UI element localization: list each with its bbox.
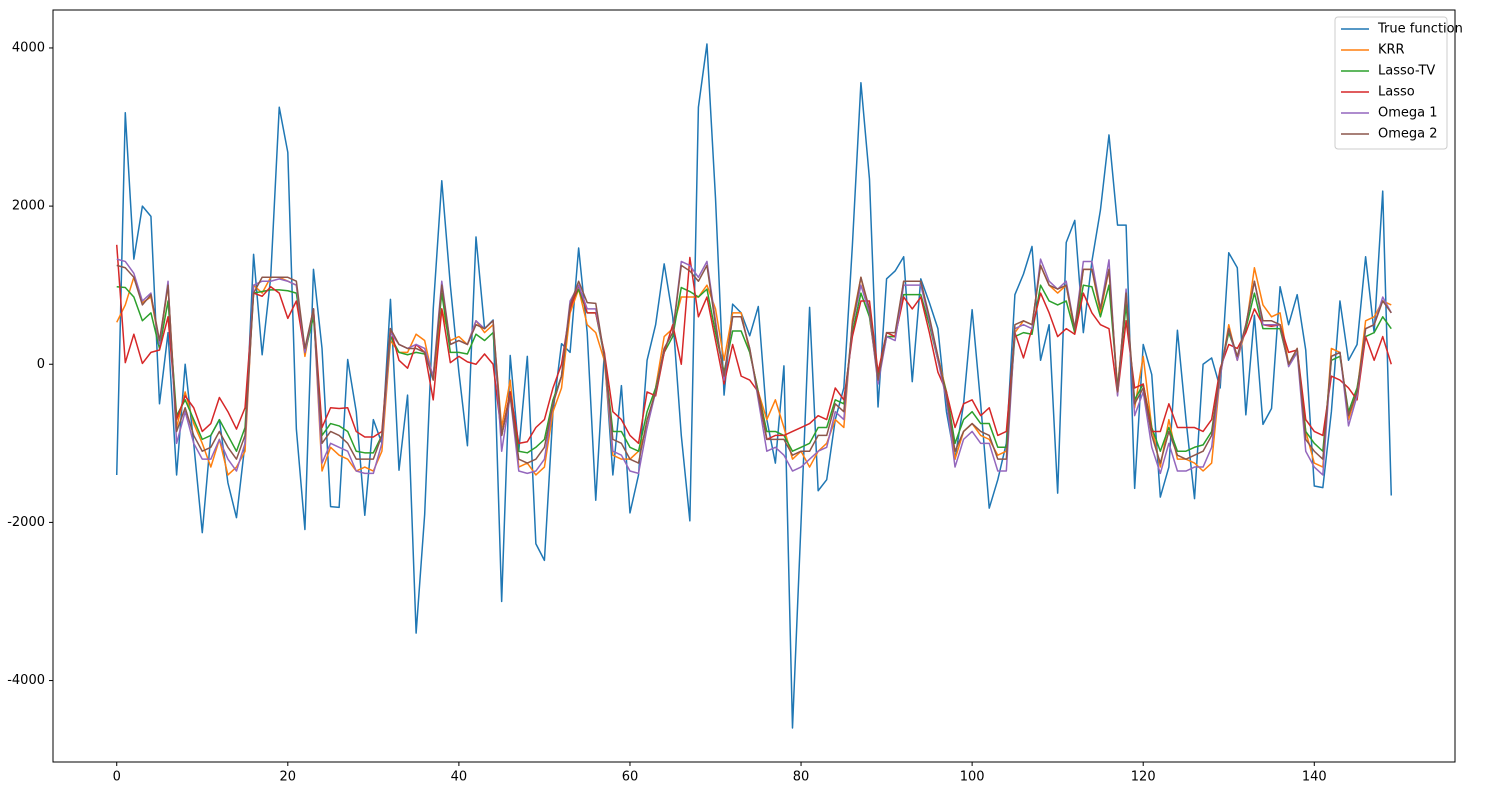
y-tick-label: 2000 [12, 199, 45, 214]
legend-label: Omega 1 [1378, 106, 1438, 121]
y-tick-label: -2000 [7, 515, 45, 530]
x-tick-label: 80 [793, 770, 810, 785]
series-line [115, 244, 1392, 445]
y-tick-label: 4000 [12, 40, 45, 55]
x-tick-label: 120 [1131, 770, 1156, 785]
legend-label: Lasso-TV [1378, 64, 1435, 79]
x-tick-label: 100 [960, 770, 985, 785]
legend-label: KRR [1378, 43, 1405, 58]
y-tick-label: -4000 [7, 673, 45, 688]
plot-frame [52, 9, 1456, 763]
x-tick-label: 60 [622, 770, 639, 785]
series-line [115, 43, 1393, 729]
y-tick-label: 0 [37, 357, 45, 372]
x-tick-label: 0 [113, 770, 121, 785]
x-tick-label: 40 [451, 770, 468, 785]
series-line [116, 264, 1392, 464]
legend-label: Lasso [1378, 85, 1415, 100]
legend-label: Omega 2 [1378, 127, 1438, 142]
x-tick-label: 20 [280, 770, 297, 785]
legend-label: True function [1377, 22, 1463, 37]
x-tick-label: 140 [1302, 770, 1327, 785]
